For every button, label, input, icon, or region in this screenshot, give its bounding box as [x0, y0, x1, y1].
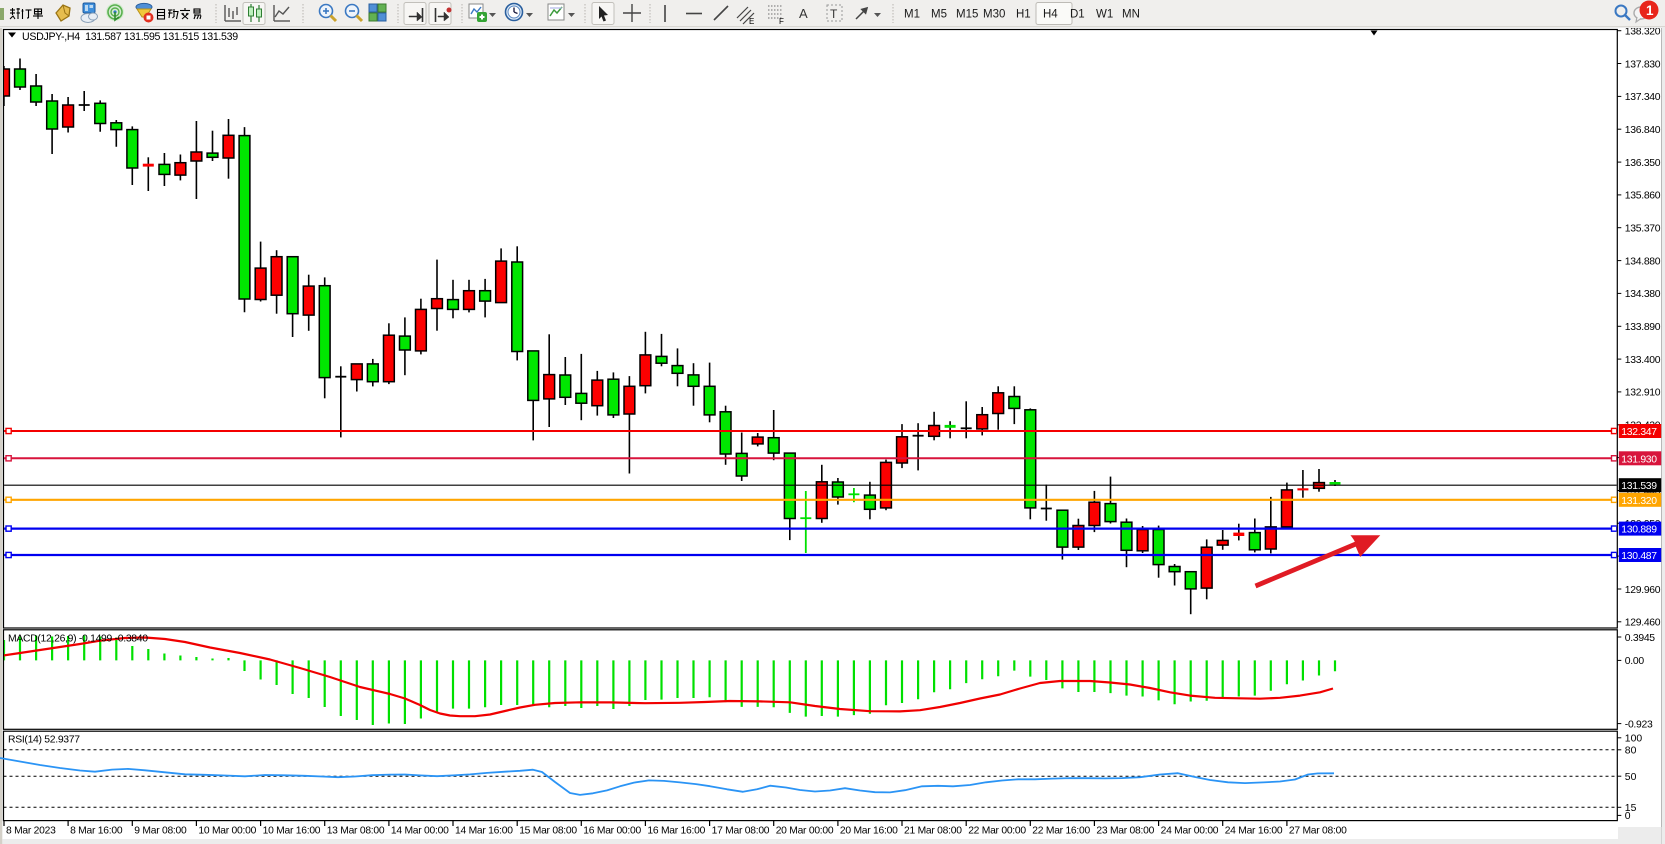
svg-text:138.320: 138.320	[1625, 28, 1661, 38]
svg-text:129.460: 129.460	[1625, 618, 1661, 629]
svg-text:M30: M30	[983, 9, 1005, 21]
svg-text:21 Mar 08:00: 21 Mar 08:00	[904, 826, 962, 837]
svg-text:132.347: 132.347	[1621, 427, 1657, 438]
svg-text:MN: MN	[1122, 9, 1140, 21]
svg-text:0.00: 0.00	[1625, 656, 1645, 667]
svg-text:10 Mar 16:00: 10 Mar 16:00	[263, 826, 321, 837]
svg-text:131.930: 131.930	[1621, 454, 1657, 465]
svg-text:T: T	[830, 7, 838, 21]
svg-text:15 Mar 08:00: 15 Mar 08:00	[519, 826, 577, 837]
svg-text:135.370: 135.370	[1625, 224, 1661, 235]
svg-text:E: E	[749, 17, 754, 26]
svg-text:M15: M15	[956, 9, 978, 21]
svg-text:24 Mar 16:00: 24 Mar 16:00	[1225, 826, 1283, 837]
svg-text:100: 100	[1625, 734, 1643, 745]
svg-text:135.860: 135.860	[1625, 191, 1661, 202]
svg-text:16 Mar 16:00: 16 Mar 16:00	[647, 826, 705, 837]
svg-text:131.539: 131.539	[1621, 481, 1657, 492]
svg-text:M1: M1	[904, 9, 920, 21]
svg-text:27 Mar 08:00: 27 Mar 08:00	[1289, 826, 1347, 837]
svg-text:24 Mar 00:00: 24 Mar 00:00	[1161, 826, 1219, 837]
svg-text:A: A	[799, 6, 808, 21]
svg-text:17 Mar 08:00: 17 Mar 08:00	[712, 826, 770, 837]
svg-text:22 Mar 00:00: 22 Mar 00:00	[968, 826, 1026, 837]
svg-text:14 Mar 16:00: 14 Mar 16:00	[455, 826, 513, 837]
svg-text:131.320: 131.320	[1621, 496, 1657, 507]
svg-text:136.350: 136.350	[1625, 158, 1661, 169]
svg-text:137.830: 137.830	[1625, 59, 1661, 70]
svg-text:14 Mar 00:00: 14 Mar 00:00	[391, 826, 449, 837]
svg-text:H1: H1	[1016, 9, 1031, 21]
svg-text:0: 0	[1625, 811, 1631, 822]
svg-text:20 Mar 16:00: 20 Mar 16:00	[840, 826, 898, 837]
svg-text:0.3945: 0.3945	[1625, 633, 1656, 644]
svg-text:130.487: 130.487	[1621, 551, 1657, 562]
svg-text:134.880: 134.880	[1625, 256, 1661, 267]
svg-text:8 Mar 16:00: 8 Mar 16:00	[70, 826, 123, 837]
svg-text:1: 1	[1646, 3, 1654, 18]
svg-text:132.910: 132.910	[1625, 388, 1661, 399]
svg-text:137.340: 137.340	[1625, 92, 1661, 103]
svg-text:10 Mar 00:00: 10 Mar 00:00	[198, 826, 256, 837]
svg-text:8 Mar 2023: 8 Mar 2023	[6, 826, 56, 837]
svg-text:-0.923: -0.923	[1625, 719, 1653, 730]
svg-text:80: 80	[1625, 746, 1637, 757]
svg-text:15: 15	[1625, 803, 1637, 814]
svg-text:MACD(12,26,9) -0.1499 -0.3840: MACD(12,26,9) -0.1499 -0.3840	[8, 634, 148, 645]
svg-text:D1: D1	[1070, 9, 1085, 21]
svg-text:130.889: 130.889	[1621, 525, 1657, 536]
svg-text:9 Mar 08:00: 9 Mar 08:00	[134, 826, 187, 837]
svg-text:22 Mar 16:00: 22 Mar 16:00	[1032, 826, 1090, 837]
svg-text:20 Mar 00:00: 20 Mar 00:00	[776, 826, 834, 837]
svg-text:USDJPY-,H4 131.587 131.595 13: USDJPY-,H4 131.587 131.595 131.515 131.5…	[22, 31, 238, 43]
svg-text:136.840: 136.840	[1625, 125, 1661, 136]
svg-text:F: F	[779, 17, 784, 26]
svg-text:H4: H4	[1043, 9, 1058, 21]
svg-text:RSI(14) 52.9377: RSI(14) 52.9377	[8, 735, 80, 746]
svg-text:M5: M5	[931, 9, 947, 21]
svg-text:133.890: 133.890	[1625, 322, 1661, 333]
svg-text:133.400: 133.400	[1625, 355, 1661, 366]
svg-text:W1: W1	[1096, 9, 1113, 21]
svg-text:13 Mar 08:00: 13 Mar 08:00	[327, 826, 385, 837]
svg-text:129.960: 129.960	[1625, 585, 1661, 596]
svg-text:23 Mar 08:00: 23 Mar 08:00	[1096, 826, 1154, 837]
svg-text:50: 50	[1625, 772, 1637, 783]
svg-text:134.380: 134.380	[1625, 289, 1661, 300]
svg-text:16 Mar 00:00: 16 Mar 00:00	[583, 826, 641, 837]
